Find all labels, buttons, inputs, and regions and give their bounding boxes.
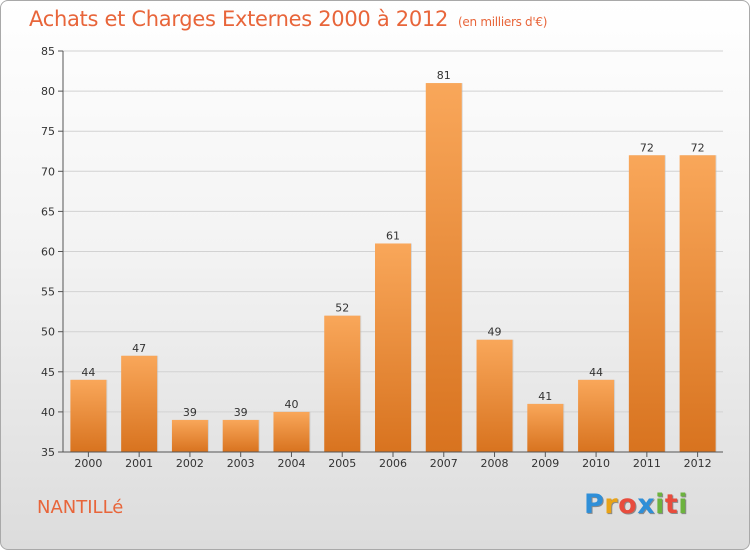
data-label-2008: 49 (488, 326, 502, 339)
data-label-2001: 47 (132, 342, 146, 355)
x-tick-label-2009: 2009 (531, 457, 559, 470)
chart-title-text: Achats et Charges Externes 2000 à 2012 (29, 7, 449, 31)
x-tick-label-2011: 2011 (633, 457, 661, 470)
bar-2010 (578, 379, 615, 452)
bars-group (70, 83, 717, 452)
data-label-2011: 72 (640, 141, 654, 154)
x-tick-label-2004: 2004 (277, 457, 305, 470)
x-tick-label-2003: 2003 (227, 457, 255, 470)
axes-group: 35 40 45 50 55 60 65 70 75 80 85 2000 2001 2002 2003 20… (41, 45, 723, 470)
x-tick-label-2000: 2000 (74, 457, 102, 470)
x-tick-label-2012: 2012 (684, 457, 712, 470)
data-label-2004: 40 (284, 398, 298, 411)
chart-title: Achats et Charges Externes 2000 à 2012 (e… (29, 7, 547, 31)
data-label-2005: 52 (335, 302, 349, 315)
y-tick-label: 40 (41, 406, 55, 419)
chart-subtitle: (en milliers d'€) (458, 15, 548, 29)
data-label-2003: 39 (234, 406, 248, 419)
y-tick-label: 75 (41, 125, 55, 138)
bar-2004 (273, 411, 310, 452)
y-tick-label: 35 (41, 446, 55, 459)
y-tick-label: 65 (41, 205, 55, 218)
y-tick-label: 60 (41, 246, 55, 259)
y-tick-label: 50 (41, 326, 55, 339)
x-tick-label-2008: 2008 (481, 457, 509, 470)
bar-2002 (171, 419, 208, 452)
y-tick-label: 45 (41, 366, 55, 379)
data-labels-group: 44 47 39 39 40 52 61 81 49 41 44 72 72 (81, 69, 704, 419)
bar-2012 (679, 155, 716, 452)
logo-letter: P (584, 489, 605, 520)
data-label-2009: 41 (538, 390, 552, 403)
logo-letter: i (678, 489, 689, 520)
bar-2005 (324, 315, 361, 452)
data-label-2000: 44 (81, 366, 95, 379)
bar-2011 (628, 155, 665, 452)
bar-2003 (222, 419, 259, 452)
logo-letter: i (655, 489, 665, 520)
y-tick-label: 85 (41, 45, 55, 58)
bar-2008 (476, 339, 513, 452)
bar-2007 (425, 83, 462, 452)
x-tick-label-2005: 2005 (328, 457, 356, 470)
commune-name: NANTILLé (37, 497, 124, 518)
y-tick-label: 70 (41, 165, 55, 178)
logo-letter: r (604, 489, 619, 520)
x-tick-label-2001: 2001 (125, 457, 153, 470)
data-label-2006: 61 (386, 229, 400, 242)
data-label-2010: 44 (589, 366, 603, 379)
x-tick-label-2002: 2002 (176, 457, 204, 470)
bar-2000 (70, 379, 107, 452)
logo-letter: x (637, 489, 656, 520)
data-label-2002: 39 (183, 406, 197, 419)
bar-2009 (527, 403, 564, 452)
x-tick-label-2010: 2010 (582, 457, 610, 470)
data-label-2012: 72 (691, 141, 705, 154)
proxiti-logo: Proxiti (584, 489, 688, 520)
x-tick-label-2006: 2006 (379, 457, 407, 470)
logo-letter: t (664, 489, 679, 520)
data-label-2007: 81 (437, 69, 451, 82)
y-tick-label: 80 (41, 85, 55, 98)
logo-letter: o (618, 489, 638, 520)
x-tick-label-2007: 2007 (430, 457, 458, 470)
bar-2001 (121, 355, 158, 452)
bar-2006 (375, 243, 411, 452)
y-tick-label: 55 (41, 286, 55, 299)
